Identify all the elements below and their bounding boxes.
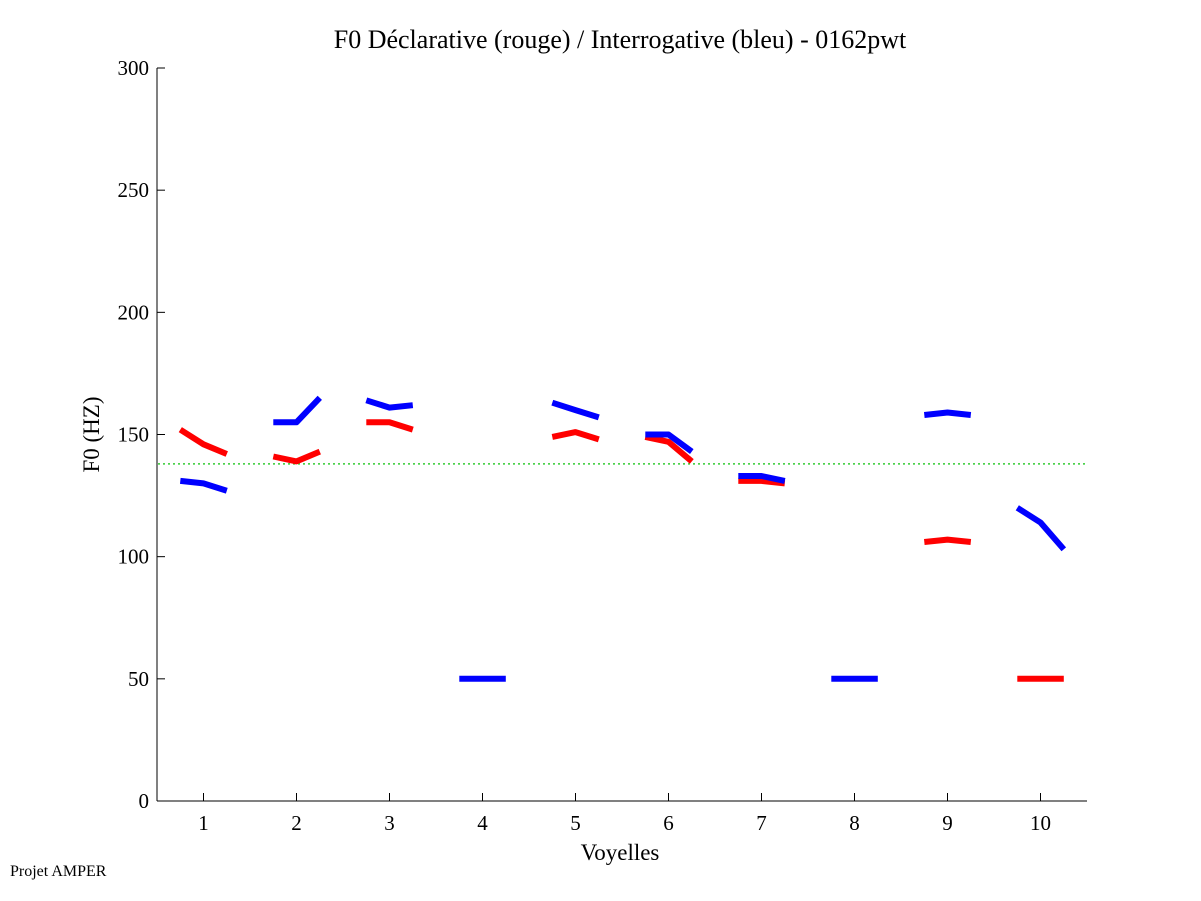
series-1-vowel-2-contour — [273, 395, 322, 426]
series-0-vowel-5-contour — [551, 429, 600, 443]
series-1-vowel-3-contour — [365, 397, 414, 411]
y-tick-label: 0 — [139, 789, 150, 813]
x-axis-label: Voyelles — [581, 840, 660, 865]
series-0-vowel-3-contour — [366, 419, 414, 433]
x-tick-label: 8 — [849, 811, 860, 835]
x-tick-label: 5 — [570, 811, 581, 835]
series-1-vowel-7-contour — [738, 473, 786, 484]
x-tick-label: 10 — [1030, 811, 1051, 835]
series-0-vowel-1-contour — [178, 427, 228, 457]
series-1 — [179, 395, 1067, 682]
series-1-vowel-6-contour — [645, 431, 694, 455]
series-1-vowel-10-contour — [1015, 505, 1067, 552]
credit-label: Projet AMPER — [10, 863, 107, 880]
y-tick-label: 150 — [118, 423, 150, 447]
axes-frame — [156, 68, 1087, 802]
series-0-vowel-2-contour — [272, 448, 321, 465]
series-0-vowel-9-contour — [923, 536, 972, 545]
y-tick-label: 200 — [118, 300, 150, 324]
x-ticks: 1 2 3 4 5 6 7 8 9 10 — [198, 793, 1051, 835]
y-tick-label: 250 — [118, 178, 150, 202]
series-layer — [178, 395, 1067, 682]
series-1-vowel-9-contour — [923, 409, 972, 418]
x-tick-label: 6 — [663, 811, 674, 835]
y-axis-label: F0 (HZ) — [79, 396, 104, 472]
series-1-vowel-1-contour — [179, 477, 228, 494]
x-tick-label: 4 — [477, 811, 488, 835]
series-1-vowel-5-contour — [551, 399, 600, 421]
series-0-vowel-6-contour — [644, 433, 694, 464]
x-tick-label: 7 — [756, 811, 767, 835]
x-tick-label: 2 — [291, 811, 302, 835]
y-tick-label: 100 — [118, 545, 150, 569]
series-0-vowel-7-contour — [738, 477, 786, 487]
x-tick-label: 3 — [384, 811, 395, 835]
chart-title: F0 Déclarative (rouge) / Interrogative (… — [334, 25, 907, 54]
series-0 — [178, 419, 1064, 682]
y-tick-label: 50 — [128, 667, 149, 691]
x-tick-label: 9 — [942, 811, 953, 835]
x-tick-label: 1 — [198, 811, 209, 835]
y-ticks: 0 50 100 150 200 250 300 — [118, 56, 165, 813]
y-tick-label: 300 — [118, 56, 150, 80]
